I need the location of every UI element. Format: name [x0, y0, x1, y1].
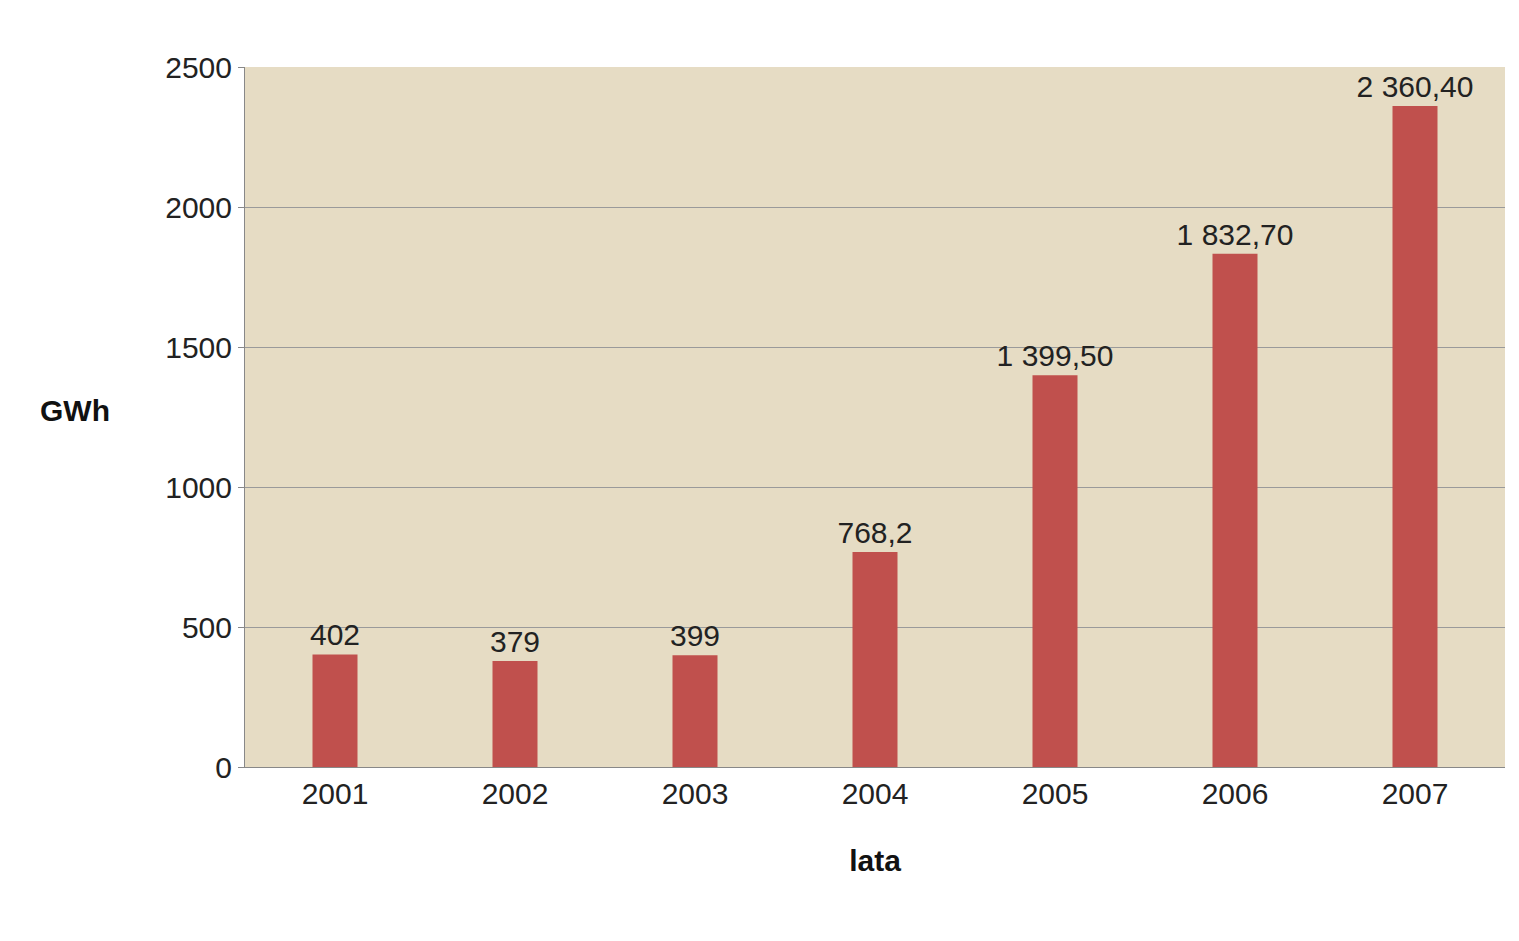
svg-text:1 832,70: 1 832,70: [1177, 218, 1294, 251]
svg-text:1 399,50: 1 399,50: [997, 339, 1114, 372]
svg-text:379: 379: [490, 625, 540, 658]
svg-text:402: 402: [310, 618, 360, 651]
svg-text:2500: 2500: [165, 51, 232, 84]
svg-text:768,2: 768,2: [837, 516, 912, 549]
svg-text:2002: 2002: [482, 777, 549, 810]
svg-text:500: 500: [182, 611, 232, 644]
svg-text:GWh: GWh: [40, 394, 110, 427]
svg-text:2000: 2000: [165, 191, 232, 224]
svg-text:2001: 2001: [302, 777, 369, 810]
svg-text:2006: 2006: [1202, 777, 1269, 810]
svg-text:2 360,40: 2 360,40: [1357, 70, 1474, 103]
svg-text:399: 399: [670, 619, 720, 652]
svg-text:lata: lata: [849, 844, 901, 877]
svg-text:2004: 2004: [842, 777, 909, 810]
svg-text:2005: 2005: [1022, 777, 1089, 810]
svg-text:0: 0: [215, 751, 232, 784]
svg-text:2003: 2003: [662, 777, 729, 810]
svg-text:1000: 1000: [165, 471, 232, 504]
svg-text:2007: 2007: [1382, 777, 1449, 810]
svg-text:1500: 1500: [165, 331, 232, 364]
